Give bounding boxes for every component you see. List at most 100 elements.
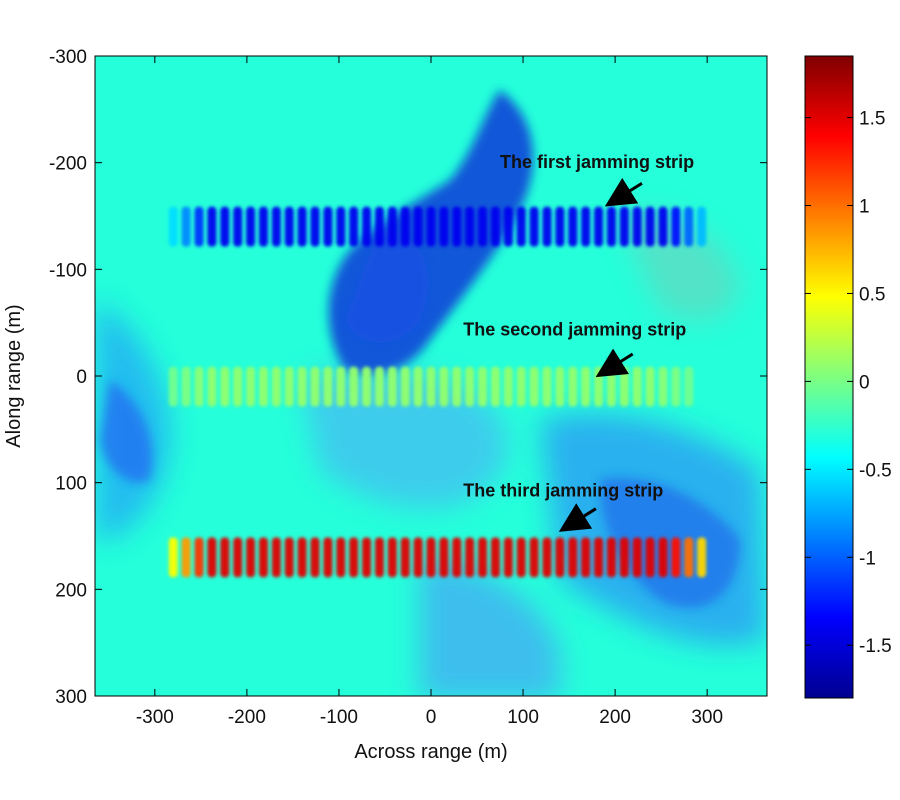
strip-2-block (452, 366, 462, 407)
strip-3-block (465, 537, 475, 578)
strip-2-block (168, 366, 178, 407)
colorbar-tick-label: 1 (859, 197, 870, 218)
strip-2-block (658, 366, 668, 407)
strip-1-block (284, 206, 294, 247)
strip-3-block (594, 537, 604, 578)
strip-2-block (207, 366, 217, 407)
strip-3-block (555, 537, 565, 578)
strip-3-block (684, 537, 694, 578)
strip-2-block (258, 366, 268, 407)
strip-3-block (310, 537, 320, 578)
annotation-arrow-1 (604, 177, 643, 207)
strip-2-block (387, 366, 397, 407)
y-tick-label: 300 (55, 687, 87, 708)
strip-2-block (619, 366, 629, 407)
strip-1-block (594, 206, 604, 247)
strip-2-block (181, 366, 191, 407)
jamming-strip-1 (168, 206, 707, 247)
strip-3-block (671, 537, 681, 578)
strip-2-block (220, 366, 230, 407)
jamming-strip-3 (168, 537, 707, 578)
strip-2-block (439, 366, 449, 407)
strip-3-block (400, 537, 410, 578)
strip-1-block (645, 206, 655, 247)
strip-3-block (271, 537, 281, 578)
strip-3-block (632, 537, 642, 578)
strip-1-block (323, 206, 333, 247)
strip-1-block (658, 206, 668, 247)
strip-3-block (207, 537, 217, 578)
x-tick-label: 100 (507, 707, 539, 728)
strip-1-block (619, 206, 629, 247)
strip-1-block (478, 206, 488, 247)
annotation-arrow-2 (595, 348, 634, 378)
strip-1-block (490, 206, 500, 247)
strip-3-block (658, 537, 668, 578)
strip-2-block (490, 366, 500, 407)
strip-1-block (374, 206, 384, 247)
strip-1-block (606, 206, 616, 247)
strip-1-block (529, 206, 539, 247)
strip-2-block (297, 366, 307, 407)
strip-2-block (426, 366, 436, 407)
y-tick-label: -300 (49, 47, 87, 68)
strip-1-block (194, 206, 204, 247)
strip-1-block (207, 206, 217, 247)
annotation-layer: The first jamming strip The second jammin… (463, 152, 694, 532)
strip-1-block (233, 206, 243, 247)
strip-3-block (374, 537, 384, 578)
strip-3-block (542, 537, 552, 578)
strip-1-block (439, 206, 449, 247)
x-axis: -300 -200 -100 0 100 200 300 (136, 56, 723, 728)
strip-3-block (194, 537, 204, 578)
annotation-label-2: The second jamming strip (463, 319, 686, 339)
strip-1-block (465, 206, 475, 247)
strip-1-block (413, 206, 423, 247)
x-tick-label: 0 (426, 707, 437, 728)
y-tick-label: -200 (49, 154, 87, 175)
strip-3-block (490, 537, 500, 578)
strip-1-block (310, 206, 320, 247)
strip-3-block (168, 537, 178, 578)
strip-1-block (181, 206, 191, 247)
strip-1-block (555, 206, 565, 247)
y-tick-label: 200 (55, 580, 87, 601)
strip-2-block (684, 366, 694, 407)
x-tick-label: 300 (691, 707, 723, 728)
strip-2-block (606, 366, 616, 407)
strip-1-block (246, 206, 256, 247)
heatmap-plot-area (94, 55, 768, 697)
strip-2-block (233, 366, 243, 407)
strip-3-block (426, 537, 436, 578)
strip-2-block (645, 366, 655, 407)
colorbar: -1.5 -1 -0.5 0 0.5 1 1.5 (804, 55, 892, 699)
strip-3-block (323, 537, 333, 578)
strip-2-block (581, 366, 591, 407)
strip-2-block (555, 366, 565, 407)
strip-2-block (529, 366, 539, 407)
strip-2-block (516, 366, 526, 407)
jamming-strip-layer (168, 206, 707, 578)
strip-2-block (362, 366, 372, 407)
strip-3-block (284, 537, 294, 578)
strip-1-block (568, 206, 578, 247)
strip-3-block (568, 537, 578, 578)
colorbar-tick-label: -1 (859, 548, 876, 569)
strip-1-block (581, 206, 591, 247)
strip-2-block (632, 366, 642, 407)
x-tick-label: -200 (228, 707, 266, 728)
strip-2-block (284, 366, 294, 407)
strip-3-block (349, 537, 359, 578)
colorbar-tick-label: -0.5 (859, 460, 892, 481)
colorbar-ticks: -1.5 -1 -0.5 0 0.5 1 1.5 (805, 109, 892, 657)
strip-1-block (516, 206, 526, 247)
strip-3-block (439, 537, 449, 578)
strip-3-block (529, 537, 539, 578)
strip-3-block (645, 537, 655, 578)
y-axis-label: Along range (m) (3, 304, 25, 447)
strip-3-block (478, 537, 488, 578)
strip-3-block (246, 537, 256, 578)
jamming-strip-2 (168, 366, 694, 407)
strip-1-block (336, 206, 346, 247)
